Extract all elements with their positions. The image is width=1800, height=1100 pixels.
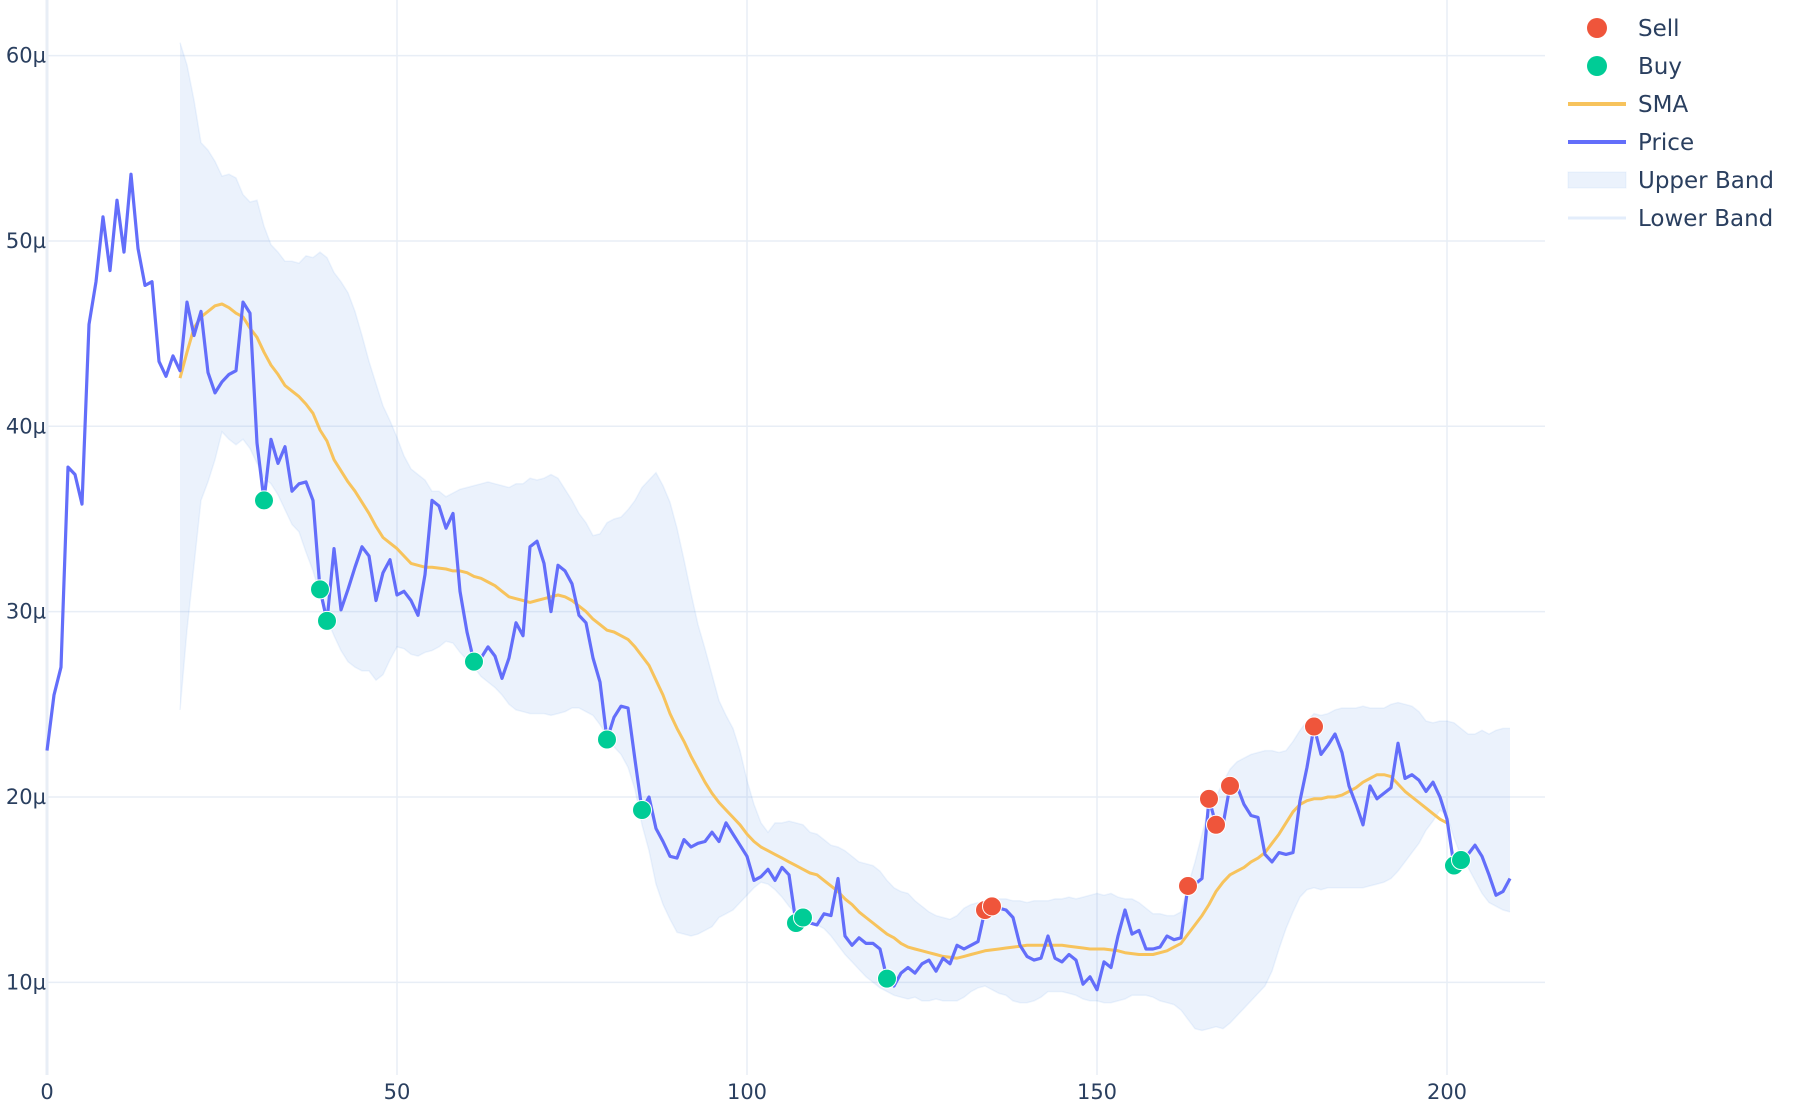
- buy-marker[interactable]: [597, 729, 617, 750]
- upper-band-line: [179, 42, 1510, 921]
- legend[interactable]: Sell Buy SMA Price Upper Band Lower Band: [1567, 16, 1774, 232]
- buy-marker[interactable]: [793, 907, 813, 928]
- buy-marker[interactable]: [1451, 850, 1471, 870]
- series-lines: [45, 172, 1512, 992]
- legend-item-buy[interactable]: Buy: [1587, 54, 1682, 80]
- legend-label-sma: SMA: [1638, 92, 1688, 118]
- buy-marker[interactable]: [317, 610, 337, 631]
- sell-marker[interactable]: [1178, 875, 1198, 896]
- y-tick-label: 10µ: [6, 970, 46, 994]
- buy-marker[interactable]: [877, 968, 897, 989]
- buy-marker[interactable]: [254, 490, 274, 511]
- legend-label-lower: Lower Band: [1638, 206, 1773, 232]
- y-tick-label: 50µ: [6, 229, 46, 253]
- y-tick-label: 40µ: [6, 414, 46, 438]
- legend-label-price: Price: [1638, 130, 1694, 156]
- legend-label-upper: Upper Band: [1638, 168, 1774, 194]
- legend-item-price[interactable]: Price: [1568, 130, 1694, 156]
- sell-marker[interactable]: [1304, 716, 1324, 737]
- bollinger-bands: [179, 42, 1511, 1032]
- x-tick-label: 50: [384, 1080, 411, 1100]
- sell-marker[interactable]: [982, 896, 1002, 917]
- axis-labels: 0 50 100 150 200 10µ 20µ 30µ 40µ 50µ 60µ: [6, 44, 1467, 1100]
- legend-swatch-buy: [1587, 56, 1607, 76]
- price-line: [45, 172, 1512, 992]
- y-tick-label: 30µ: [6, 600, 46, 624]
- buy-marker[interactable]: [632, 799, 652, 820]
- band-fill-area: [180, 42, 1510, 1031]
- lower-band-line: [179, 430, 1511, 1032]
- legend-item-lower[interactable]: Lower Band: [1568, 206, 1773, 232]
- legend-swatch-sell: [1587, 18, 1607, 38]
- legend-swatch-upper: [1567, 171, 1627, 189]
- legend-item-upper[interactable]: Upper Band: [1567, 168, 1774, 194]
- y-tick-label: 60µ: [6, 44, 46, 68]
- x-tick-label: 150: [1077, 1080, 1117, 1100]
- x-tick-label: 100: [727, 1080, 767, 1100]
- signal-markers: [254, 490, 1471, 989]
- sell-marker[interactable]: [1199, 788, 1219, 809]
- sell-marker[interactable]: [1220, 775, 1240, 796]
- y-tick-label: 20µ: [6, 785, 46, 809]
- legend-label-buy: Buy: [1638, 54, 1682, 80]
- sma-line: [178, 302, 1448, 960]
- x-tick-label: 200: [1427, 1080, 1467, 1100]
- legend-item-sma[interactable]: SMA: [1568, 92, 1688, 118]
- buy-marker[interactable]: [464, 651, 484, 672]
- x-tick-label: 0: [40, 1080, 53, 1100]
- legend-label-sell: Sell: [1638, 16, 1680, 42]
- buy-marker[interactable]: [310, 579, 330, 600]
- gridlines: [45, 0, 1545, 1075]
- sell-marker[interactable]: [1206, 814, 1226, 835]
- legend-item-sell[interactable]: Sell: [1587, 16, 1680, 42]
